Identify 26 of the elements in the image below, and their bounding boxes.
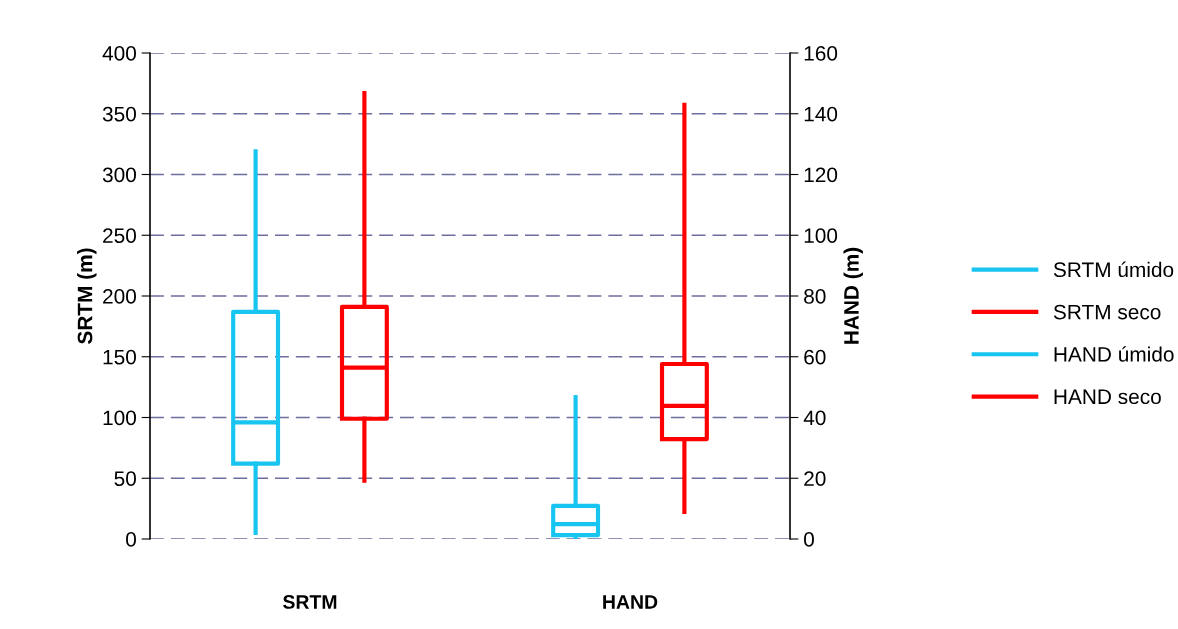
y-tick-label: 100 bbox=[103, 410, 136, 426]
y2-tick-label: 40 bbox=[803, 410, 826, 426]
y2-tick-label: 140 bbox=[804, 106, 838, 122]
y-tick-label: 0 bbox=[126, 532, 136, 547]
y-tick-label: 200 bbox=[103, 289, 136, 304]
y-tick-label: 150 bbox=[103, 349, 136, 365]
y2-tick-label: 120 bbox=[804, 167, 838, 183]
x-tick-label: SRTM bbox=[283, 595, 337, 609]
x-tick-label: HAND bbox=[603, 595, 658, 609]
legend-label: HAND seco bbox=[1054, 389, 1161, 405]
y-tick-label: 300 bbox=[102, 167, 136, 183]
y-axis-title: SRTM (m) bbox=[77, 248, 97, 344]
y2-axis-title: HAND (m) bbox=[843, 247, 863, 344]
y2-tick-label: 60 bbox=[804, 349, 826, 365]
y2-tick-label: 0 bbox=[804, 532, 814, 547]
legend-label: SRTM seco bbox=[1053, 304, 1161, 320]
legend-label: HAND úmido bbox=[1054, 346, 1174, 362]
y-tick-label: 250 bbox=[103, 228, 136, 243]
legend-label: SRTM úmido bbox=[1053, 261, 1174, 278]
y2-tick-label: 80 bbox=[804, 289, 826, 304]
y2-tick-label: 160 bbox=[804, 46, 838, 61]
y2-tick-label: 100 bbox=[804, 228, 838, 243]
y-tick-label: 350 bbox=[102, 106, 136, 122]
y-tick-label: 400 bbox=[102, 46, 136, 61]
y2-tick-label: 20 bbox=[804, 471, 826, 486]
y-tick-label: 50 bbox=[114, 471, 136, 486]
